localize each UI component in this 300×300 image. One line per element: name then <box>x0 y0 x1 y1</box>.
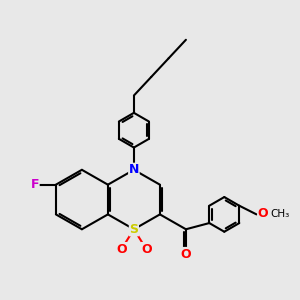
Text: O: O <box>181 248 191 260</box>
Text: O: O <box>258 207 268 220</box>
Text: S: S <box>129 223 138 236</box>
Text: F: F <box>31 178 39 191</box>
Text: CH₃: CH₃ <box>270 209 290 219</box>
Text: N: N <box>129 163 139 176</box>
Text: O: O <box>141 243 152 256</box>
Text: O: O <box>116 243 127 256</box>
